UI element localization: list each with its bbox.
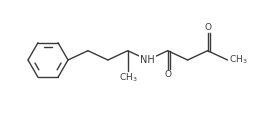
Text: CH$_3$: CH$_3$ — [118, 71, 137, 84]
Text: NH: NH — [140, 55, 155, 65]
Text: O: O — [164, 70, 171, 79]
Text: CH$_3$: CH$_3$ — [229, 54, 247, 66]
Text: O: O — [204, 23, 211, 32]
